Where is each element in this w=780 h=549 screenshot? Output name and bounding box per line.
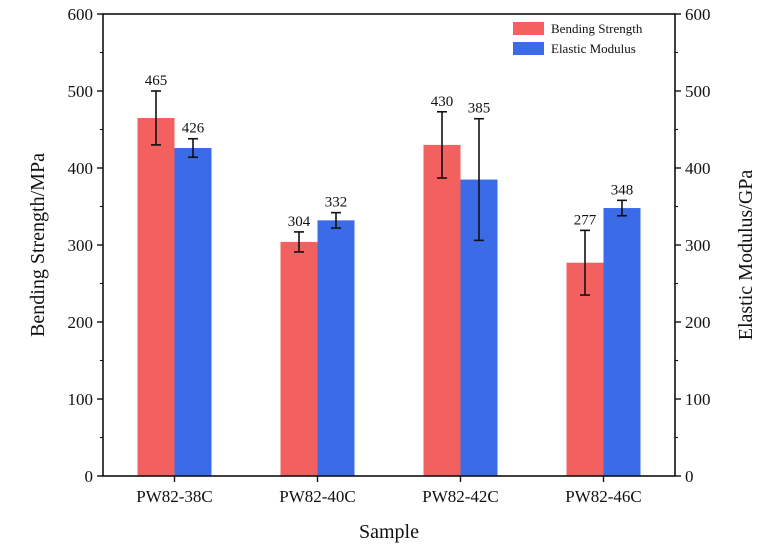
y-left-tick-label: 600 [68,5,94,24]
bar-bending-strength-pw82-42c [423,144,461,476]
error-bar-bending-strength-pw82-46c [580,229,590,296]
data-label-bending-strength-pw82-42c: 430 [431,94,454,110]
data-label-bending-strength-pw82-46c: 277 [574,212,597,228]
error-bar-elastic-modulus-pw82-42c [474,117,484,242]
y-right-tick-label: 200 [685,313,711,332]
data-label-elastic-modulus-pw82-40c: 332 [325,195,348,211]
data-label-elastic-modulus-pw82-38c: 426 [182,121,205,137]
x-tick-label: PW82-38C [136,487,213,506]
y-axis-left-title: Bending Strength/MPa [27,153,49,337]
y-left-tick-label: 100 [68,390,94,409]
y-left-tick-label: 500 [68,82,94,101]
y-right-tick-label: 300 [685,236,711,255]
y-left-tick-label: 0 [85,467,94,486]
data-label-elastic-modulus-pw82-42c: 385 [468,101,491,117]
error-bars-layer [151,90,627,296]
bar-elastic-modulus-pw82-38c [174,147,212,477]
y-right-tick-label: 600 [685,5,711,24]
bars-layer [137,117,641,477]
bar-bending-strength-pw82-46c [566,262,604,476]
data-label-bending-strength-pw82-40c: 304 [288,214,311,230]
error-bar-bending-strength-pw82-40c [294,231,304,253]
legend: Bending Strength Elastic Modulus [513,21,643,56]
data-label-elastic-modulus-pw82-46c: 348 [611,182,634,198]
legend-label-elastic-modulus: Elastic Modulus [551,41,636,56]
y-right-tick-label: 0 [685,467,694,486]
y-right-tick-label: 400 [685,159,711,178]
bar-elastic-modulus-pw82-46c [603,208,641,477]
error-bar-bending-strength-pw82-42c [437,110,447,179]
bar-elastic-modulus-pw82-40c [317,220,355,476]
y-left-tick-label: 300 [68,236,94,255]
data-labels-layer: 465 426 304 332 430 385 277 348 [145,73,634,230]
bar-bending-strength-pw82-38c [137,117,175,476]
error-bar-elastic-modulus-pw82-46c [617,199,627,217]
y-left-tick-label: 200 [68,313,94,332]
legend-swatch-elastic-modulus [513,42,544,55]
bar-bending-strength-pw82-40c [280,241,318,476]
legend-swatch-bending-strength [513,22,544,35]
error-bar-elastic-modulus-pw82-38c [188,137,198,159]
y-left-tick-label: 400 [68,159,94,178]
data-label-bending-strength-pw82-38c: 465 [145,73,168,89]
y-axis-right-title: Elastic Modulus/GPa [735,170,757,341]
x-tick-label: PW82-40C [279,487,356,506]
y-right-tick-label: 500 [685,82,711,101]
x-tick-label: PW82-46C [565,487,642,506]
error-bar-bending-strength-pw82-38c [151,90,161,146]
x-axis-title: Sample [359,521,419,543]
x-tick-label: PW82-42C [422,487,499,506]
error-bar-elastic-modulus-pw82-40c [331,211,341,229]
axis-ticks-layer: PW82-38C PW82-40C PW82-42C PW82-46C 0 0 100 100… [68,5,711,506]
y-right-tick-label: 100 [685,390,711,409]
legend-label-bending-strength: Bending Strength [551,21,643,36]
